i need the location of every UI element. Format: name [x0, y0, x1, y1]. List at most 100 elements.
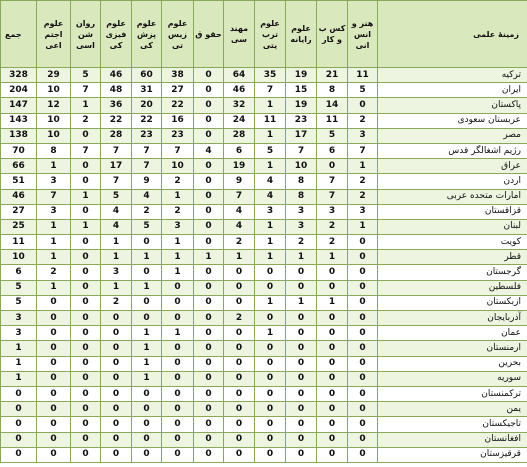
- value-cell: 2: [161, 173, 194, 190]
- value-cell: 23: [161, 127, 194, 144]
- table-row: کویت 0 2 2 1 2 0 1 0 1 0 1 11: [0, 234, 527, 251]
- total-cell: 1: [0, 370, 37, 387]
- value-cell: 0: [285, 340, 317, 357]
- value-cell: 7: [100, 142, 132, 160]
- value-cell: 2: [36, 264, 71, 281]
- value-cell: 1: [223, 249, 255, 266]
- value-cell: 0: [316, 446, 348, 463]
- value-cell: 0: [161, 431, 194, 448]
- value-cell: 3: [285, 218, 317, 236]
- value-cell: 0: [193, 97, 224, 114]
- value-cell: 2: [223, 309, 255, 327]
- value-cell: 7: [100, 173, 132, 190]
- value-cell: 2: [70, 112, 101, 129]
- value-cell: 2: [161, 203, 194, 220]
- value-cell: 0: [161, 446, 194, 463]
- country-cell: سوریه: [377, 370, 527, 387]
- total-cell: 11: [0, 234, 37, 251]
- value-cell: 0: [36, 431, 71, 448]
- country-cell: عمان: [377, 325, 527, 342]
- value-cell: 0: [193, 264, 224, 281]
- value-cell: 22: [131, 112, 162, 129]
- value-cell: 0: [347, 401, 378, 418]
- value-cell: 1: [254, 294, 286, 312]
- country-cell: یمن: [377, 401, 527, 418]
- value-cell: 0: [131, 234, 162, 251]
- value-cell: 1: [131, 355, 162, 372]
- value-cell: 7: [223, 188, 255, 205]
- value-cell: 0: [347, 309, 378, 327]
- value-cell: 0: [223, 385, 255, 403]
- country-cell: بحرین: [377, 355, 527, 372]
- value-cell: 1: [70, 188, 101, 205]
- country-cell: قطر: [377, 249, 527, 266]
- value-cell: 6: [316, 142, 348, 160]
- value-cell: 0: [223, 431, 255, 448]
- value-cell: 12: [36, 97, 71, 114]
- value-cell: 1: [36, 279, 71, 296]
- value-cell: 0: [316, 370, 348, 387]
- value-cell: 0: [100, 431, 132, 448]
- value-cell: 11: [316, 112, 348, 129]
- value-cell: 0: [100, 309, 132, 327]
- value-cell: 0: [161, 309, 194, 327]
- value-cell: 1: [131, 325, 162, 342]
- value-cell: 4: [100, 218, 132, 236]
- value-cell: 0: [223, 370, 255, 387]
- value-cell: 0: [285, 416, 317, 433]
- total-cell: 27: [0, 203, 37, 220]
- value-cell: 0: [316, 385, 348, 403]
- value-cell: 5: [347, 82, 378, 99]
- value-cell: 0: [36, 370, 71, 387]
- value-cell: 0: [193, 431, 224, 448]
- value-cell: 0: [193, 416, 224, 433]
- value-cell: 0: [100, 416, 132, 433]
- value-cell: 9: [131, 173, 162, 190]
- total-cell: 66: [0, 158, 37, 175]
- value-cell: 0: [100, 340, 132, 357]
- value-cell: 10: [161, 158, 194, 175]
- value-cell: 1: [285, 294, 317, 312]
- value-cell: 2: [100, 294, 132, 312]
- value-cell: 0: [100, 355, 132, 372]
- value-cell: 0: [193, 218, 224, 236]
- value-cell: 22: [161, 97, 194, 114]
- value-cell: 7: [316, 173, 348, 190]
- value-cell: 0: [193, 279, 224, 296]
- total-cell: 3: [0, 309, 37, 327]
- value-cell: 16: [161, 112, 194, 129]
- total-cell: 3: [0, 325, 37, 342]
- value-cell: 46: [100, 66, 132, 84]
- value-cell: 28: [223, 127, 255, 144]
- value-cell: 0: [316, 401, 348, 418]
- country-cell: عراق: [377, 158, 527, 175]
- country-cell: رژیم اشغالگر قدس: [377, 142, 527, 160]
- value-cell: 0: [347, 279, 378, 296]
- value-cell: 19: [285, 66, 317, 84]
- value-cell: 8: [316, 82, 348, 99]
- table-body: ترکیه 11 21 19 35 64 0 38 60 46 5 29 328 ایران 5 8 15 7 46…: [0, 66, 527, 463]
- value-cell: 1: [161, 249, 194, 266]
- value-cell: 1: [347, 218, 378, 236]
- value-cell: 0: [347, 249, 378, 266]
- total-cell: 46: [0, 188, 37, 205]
- value-cell: 1: [70, 218, 101, 236]
- table-row: تاجیکستان 0 0 0 0 0 0 0 0 0 0 0 0: [0, 416, 527, 433]
- table-row: ترکیه 11 21 19 35 64 0 38 60 46 5 29 328: [0, 66, 527, 84]
- value-cell: 0: [36, 325, 71, 342]
- country-cell: گرجستان: [377, 264, 527, 281]
- value-cell: 0: [254, 416, 286, 433]
- value-cell: 20: [131, 97, 162, 114]
- value-cell: 0: [193, 370, 224, 387]
- total-cell: 328: [0, 66, 37, 84]
- value-cell: 0: [193, 355, 224, 372]
- table-row: ترکمنستان 0 0 0 0 0 0 0 0 0 0 0 0: [0, 385, 527, 403]
- value-cell: 0: [285, 355, 317, 372]
- value-cell: 0: [193, 234, 224, 251]
- value-cell: 2: [223, 234, 255, 251]
- country-cell: کویت: [377, 234, 527, 251]
- country-cell: افغانستان: [377, 431, 527, 448]
- total-cell: 0: [0, 446, 37, 463]
- column-header: کس ب و کار: [316, 0, 348, 68]
